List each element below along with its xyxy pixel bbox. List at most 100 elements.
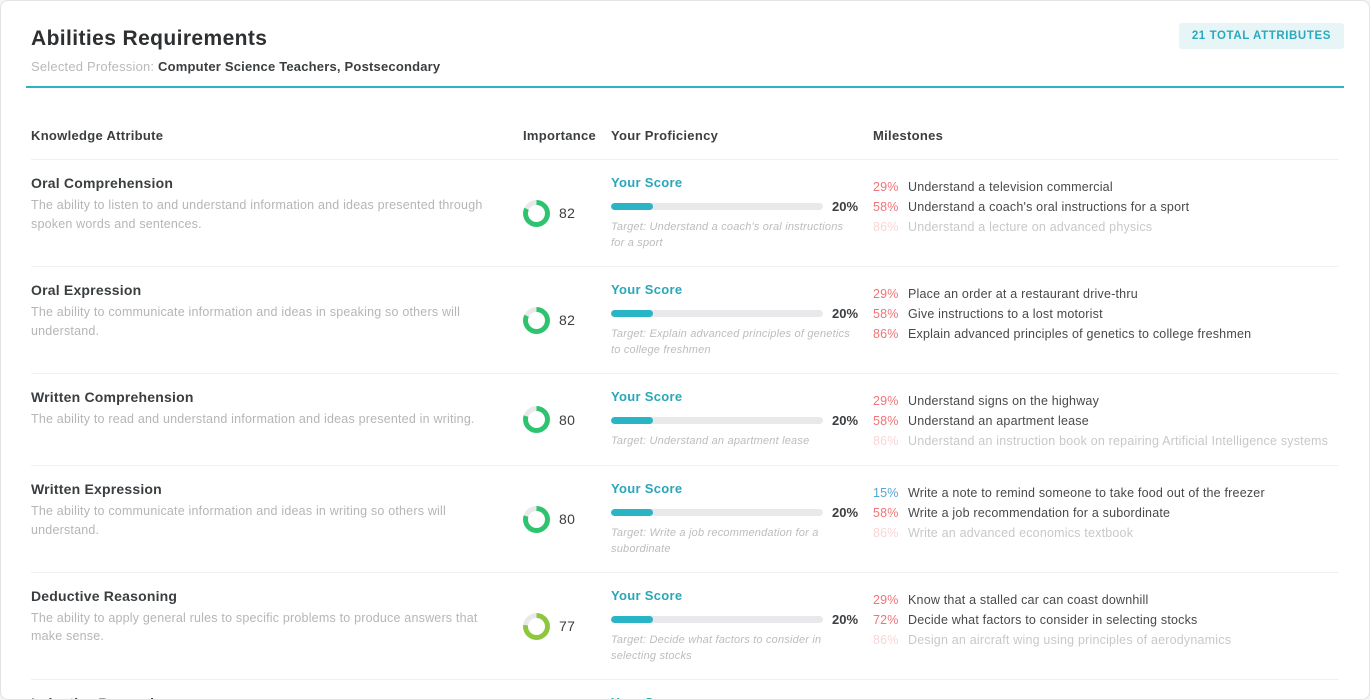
proficiency-cell: Your Score 20% Target: Understand a coac… (611, 175, 873, 252)
attribute-description: The ability to apply general rules to sp… (31, 610, 478, 644)
milestones-cell: 29% Decide what to wear based on the wea… (873, 695, 1339, 700)
importance-cell: 77 (523, 612, 611, 640)
milestone-percent: 58% (873, 505, 899, 520)
proficiency-cell: Your Score 20% Target: Determine the pri… (611, 695, 873, 700)
milestone-item: 58% Understand an apartment lease (873, 411, 1339, 431)
column-header-importance: Importance (523, 128, 597, 143)
milestone-text: Know that a stalled car can coast downhi… (908, 592, 1149, 607)
your-score-label: Your Score (611, 587, 683, 603)
milestone-item: 29% Understand a television commercial (873, 177, 1339, 197)
attribute-description: The ability to read and understand infor… (31, 411, 475, 426)
score-bar-fill (611, 203, 654, 210)
score-bar-track (611, 615, 823, 623)
proficiency-cell: Your Score 20% Target: Explain advanced … (611, 282, 873, 359)
your-score-label: Your Score (611, 388, 683, 404)
milestone-percent: 58% (873, 306, 899, 321)
selected-profession: Selected Profession: Computer Science Te… (31, 59, 1339, 74)
score-bar: 20% (611, 413, 858, 428)
milestone-text: Understand a television commercial (908, 180, 1113, 194)
your-score-label: Your Score (611, 695, 853, 700)
importance-gauge (523, 199, 550, 227)
selected-profession-label: Selected Profession: (31, 59, 155, 74)
milestone-item: 58% Write a job recommendation for a sub… (873, 503, 1339, 523)
milestone-percent: 58% (873, 413, 899, 428)
score-percent: 20% (832, 504, 859, 520)
target-text: Target: Decide what factors to consider … (611, 633, 822, 662)
score-bar-track (611, 203, 823, 210)
column-header-your-proficiency: Your Proficiency (611, 128, 719, 143)
proficiency-cell: Your Score 20% Target: Decide what facto… (611, 588, 873, 665)
milestones-cell: 15% Write a note to remind someone to ta… (873, 481, 1339, 558)
milestone-percent: 29% (873, 393, 899, 408)
importance-cell: 82 (523, 306, 611, 334)
milestone-text: Write a job recommendation for a subordi… (908, 505, 1171, 520)
attribute-cell: Inductive Reasoning The ability to combi… (31, 695, 523, 700)
importance-cell: 80 (523, 505, 611, 533)
importance-gauge (523, 505, 550, 533)
attribute-cell: Deductive Reasoning The ability to apply… (31, 588, 523, 665)
table-header-row: Knowledge Attribute Importance Your Prof… (31, 88, 1339, 160)
milestone-text: Write an advanced economics textbook (908, 525, 1134, 540)
attributes-table: Knowledge Attribute Importance Your Prof… (1, 88, 1369, 700)
target-text: Target: Understand a coach's oral instru… (611, 221, 844, 249)
attribute-cell: Oral Comprehension The ability to listen… (31, 175, 523, 252)
attribute-cell: Written Comprehension The ability to rea… (31, 389, 523, 451)
attribute-row: Deductive Reasoning The ability to apply… (31, 573, 1339, 680)
importance-cell: 80 (523, 406, 611, 434)
column-header-milestones: Milestones (873, 128, 944, 143)
your-score-label: Your Score (611, 480, 683, 496)
proficiency-cell: Your Score 20% Target: Write a job recom… (611, 481, 873, 558)
target-text: Target: Write a job recommendation for a… (611, 526, 819, 555)
milestone-item: 86% Design an aircraft wing using princi… (873, 630, 1339, 650)
milestone-percent: 86% (873, 525, 899, 540)
attribute-name: Oral Expression (31, 281, 142, 298)
score-bar-fill (611, 309, 654, 317)
attribute-description: The ability to listen to and understand … (31, 198, 483, 231)
milestone-text: Give instructions to a lost motorist (908, 306, 1103, 321)
milestone-item: 86% Understand a lecture on advanced phy… (873, 217, 1339, 237)
milestone-item: 86% Explain advanced principles of genet… (873, 324, 1339, 344)
milestone-text: Explain advanced principles of genetics … (908, 326, 1252, 341)
milestone-item: 29% Know that a stalled car can coast do… (873, 590, 1339, 610)
milestone-percent: 72% (873, 612, 899, 627)
score-bar: 20% (611, 199, 858, 214)
target-text: Target: Understand an apartment lease (611, 434, 810, 447)
milestone-percent: 29% (873, 180, 899, 194)
milestone-item: 29% Place an order at a restaurant drive… (873, 284, 1339, 304)
importance-value: 80 (559, 411, 576, 428)
milestone-text: Decide what to wear based on the weather… (908, 697, 1190, 700)
milestone-percent: 29% (873, 592, 899, 607)
table-body: Oral Comprehension The ability to listen… (31, 160, 1339, 700)
attribute-cell: Oral Expression The ability to communica… (31, 282, 523, 359)
milestone-item: 72% Decide what factors to consider in s… (873, 610, 1339, 630)
milestone-item: 29% Decide what to wear based on the wea… (873, 697, 1339, 700)
milestone-text: Understand a lecture on advanced physics (908, 220, 1153, 234)
importance-value: 82 (559, 312, 576, 329)
score-bar-fill (611, 508, 654, 516)
milestone-percent: 86% (873, 220, 899, 234)
milestone-item: 86% Understand an instruction book on re… (873, 431, 1339, 451)
importance-gauge (523, 406, 550, 434)
score-percent: 20% (832, 611, 859, 627)
attribute-row: Inductive Reasoning The ability to combi… (31, 680, 1339, 700)
milestones-cell: 29% Understand signs on the highway 58% … (873, 389, 1339, 451)
importance-value: 77 (559, 618, 576, 635)
importance-gauge (523, 612, 550, 640)
milestone-percent: 15% (873, 485, 899, 500)
milestones-cell: 29% Place an order at a restaurant drive… (873, 282, 1339, 359)
milestone-item: 15% Write a note to remind someone to ta… (873, 483, 1339, 503)
milestone-item: 86% Write an advanced economics textbook (873, 523, 1339, 543)
page-title: Abilities Requirements (31, 27, 268, 50)
score-bar-track (611, 309, 823, 317)
column-header-knowledge-attribute: Knowledge Attribute (31, 128, 164, 143)
selected-profession-value: Computer Science Teachers, Postsecondary (158, 59, 441, 74)
milestone-percent: 86% (873, 433, 899, 448)
attribute-name: Oral Comprehension (31, 175, 174, 191)
importance-cell: 82 (523, 199, 611, 227)
score-percent: 20% (832, 412, 859, 428)
attribute-description: The ability to communicate information a… (31, 304, 461, 338)
milestone-text: Decide what factors to consider in selec… (908, 612, 1198, 627)
attribute-row: Oral Comprehension The ability to listen… (31, 160, 1339, 267)
milestone-item: 58% Give instructions to a lost motorist (873, 304, 1339, 324)
